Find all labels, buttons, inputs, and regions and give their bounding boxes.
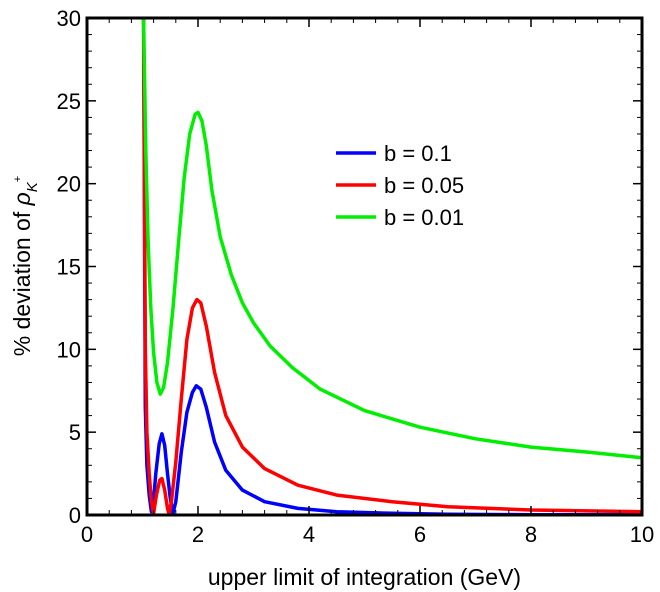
y-axis-title-subscript: K <box>24 181 41 192</box>
legend: b = 0.1 b = 0.05 b = 0.01 <box>336 141 464 230</box>
x-tick-label: 0 <box>81 522 93 547</box>
y-tick-label: 15 <box>57 255 81 280</box>
series-line-2 <box>141 18 642 460</box>
y-tick-label: 25 <box>57 89 81 114</box>
series-line-1 <box>141 18 642 515</box>
ticks-layer: 0 2 4 6 8 10 0 5 10 15 20 25 30 <box>57 6 655 547</box>
y-axis-title-prefix: % deviation of <box>9 205 35 356</box>
x-tick-label: 2 <box>192 522 204 547</box>
plot-frame <box>85 16 644 517</box>
y-axis-title-superscript: + <box>12 176 24 182</box>
series-layer <box>141 18 642 515</box>
y-tick-label: 5 <box>69 420 81 445</box>
x-tick-label: 4 <box>303 522 315 547</box>
series-line-0 <box>141 18 642 515</box>
x-tick-label: 6 <box>414 522 426 547</box>
y-tick-label: 20 <box>57 172 81 197</box>
y-tick-label: 10 <box>57 337 81 362</box>
x-tick-label: 10 <box>630 522 654 547</box>
x-axis-title: upper limit of integration (GeV) <box>208 564 521 590</box>
legend-label-2: b = 0.01 <box>384 205 464 230</box>
y-axis-title: % deviation of ρK+ <box>9 176 41 357</box>
legend-label-0: b = 0.1 <box>384 141 452 166</box>
legend-label-1: b = 0.05 <box>384 173 464 198</box>
y-axis-title-symbol: ρ <box>9 192 35 206</box>
y-tick-label: 0 <box>69 503 81 528</box>
y-tick-label: 30 <box>57 6 81 31</box>
x-tick-label: 8 <box>525 522 537 547</box>
